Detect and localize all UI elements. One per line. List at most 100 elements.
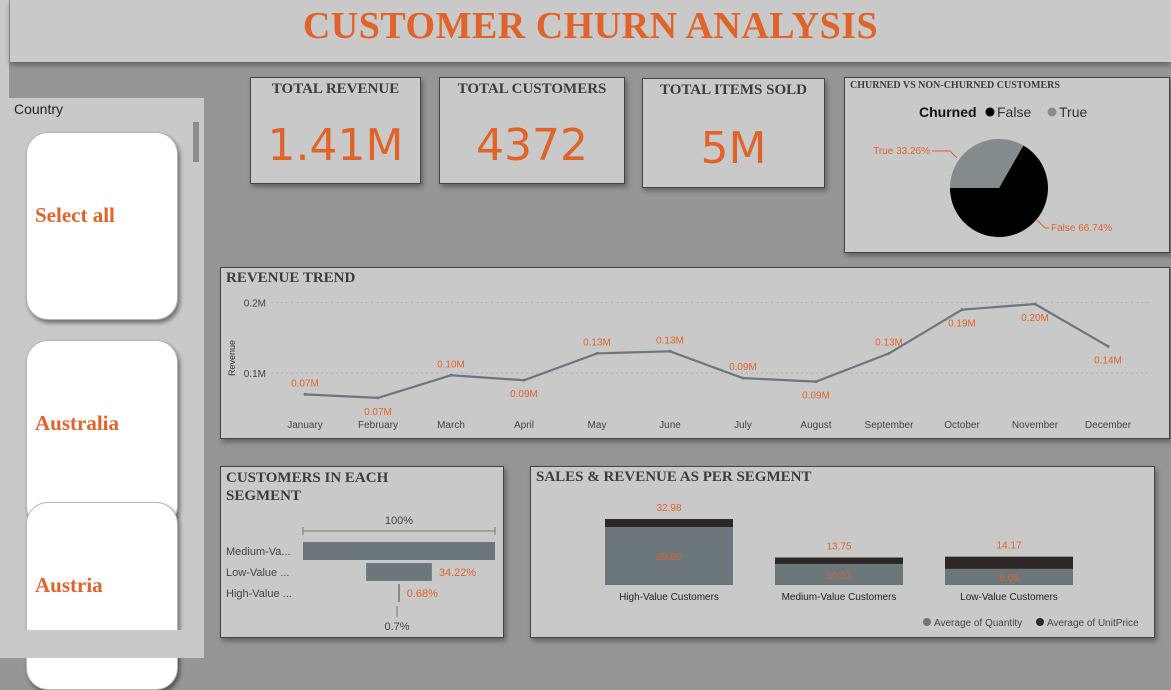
line-point: [449, 373, 453, 377]
slicer-label: Country: [14, 101, 64, 117]
churn-pie-panel: CHURNED VS NON-CHURNED CUSTOMERS Churned…: [844, 77, 1170, 253]
kpi-value: 4372: [476, 120, 588, 171]
sales-revenue-segment-panel: SALES & REVENUE AS PER SEGMENT 29.00 32.9…: [530, 466, 1155, 638]
x-tick-label: July: [734, 420, 752, 431]
line-point: [522, 378, 526, 382]
line-point: [668, 349, 672, 353]
legend-label: True: [1059, 104, 1087, 120]
kpi-total-items-sold: TOTAL ITEMS SOLD 5M: [642, 78, 825, 188]
x-tick-label: March: [437, 420, 465, 431]
bar-segment-quantity: [605, 527, 733, 585]
bar-segment-unitprice: [605, 519, 733, 527]
line-data-label: 0.20M: [1021, 313, 1049, 324]
line-point: [814, 380, 818, 384]
funnel-bottom-label: 0.7%: [384, 621, 409, 633]
bar-total-label: 13.75: [826, 542, 851, 553]
page-header: CUSTOMER CHURN ANALYSIS: [10, 0, 1171, 62]
legend-label: Average of Quantity: [934, 618, 1022, 629]
segment-stacked-bar-chart: 29.00 32.98 High-Value Customers 10.51 13.75…: [605, 503, 1139, 629]
legend-title: Churned: [919, 104, 977, 120]
slicer-item-label: Select all: [35, 203, 115, 227]
panel-title-line: CUSTOMERS IN EACH: [226, 470, 389, 486]
panel-title: REVENUE TREND: [226, 270, 356, 286]
slicer-item-label: Austria: [35, 573, 103, 597]
x-tick-label: December: [1085, 420, 1132, 431]
pie-leader-line: [1036, 219, 1046, 229]
x-tick-label: October: [944, 420, 980, 431]
slicer-scrollbar[interactable]: [193, 122, 199, 162]
funnel-bar: [303, 542, 495, 560]
line-point: [741, 376, 745, 380]
x-category-label: Medium-Value Customers: [782, 592, 897, 603]
x-tick-label: May: [588, 420, 607, 431]
pie-data-label: True 33.26%: [873, 146, 930, 157]
line-data-label: 0.19M: [948, 319, 976, 330]
x-tick-label: June: [659, 420, 681, 431]
line-data-label: 0.09M: [510, 389, 538, 400]
line-point: [1033, 302, 1037, 306]
line-point: [376, 396, 380, 400]
pie-slice-false: [950, 145, 1048, 237]
kpi-title: TOTAL REVENUE: [271, 81, 400, 97]
line-point: [303, 392, 307, 396]
line-data-label: 0.14M: [1094, 355, 1122, 366]
line-data-label: 0.07M: [364, 407, 392, 418]
line-data-label: 0.09M: [802, 391, 830, 402]
customers-segment-panel: CUSTOMERS IN EACH SEGMENT 100% Medium-Va.…: [220, 466, 504, 638]
slicer-item-australia[interactable]: Australia: [26, 340, 178, 528]
line-point: [887, 351, 891, 355]
line-data-label: 0.13M: [583, 337, 611, 348]
legend-marker: [923, 618, 931, 626]
x-tick-label: February: [358, 420, 398, 431]
kpi-value: 5M: [700, 123, 767, 174]
legend-marker: [1036, 618, 1044, 626]
slicer-footer: [9, 630, 204, 658]
page-title: CUSTOMER CHURN ANALYSIS: [302, 5, 879, 47]
legend-label: Average of UnitPrice: [1047, 618, 1139, 629]
bar-segment-label: 8.06: [999, 573, 1019, 584]
line-point: [960, 308, 964, 312]
x-tick-label: August: [800, 420, 831, 431]
funnel-category-label: High-Value ...: [226, 588, 292, 600]
bar-segment-quantity: [945, 568, 1073, 585]
bar-segment-label: 29.00: [656, 552, 681, 563]
funnel-data-label: 34.22%: [439, 567, 477, 579]
revenue-line: [304, 302, 1109, 399]
panel-title-line: SEGMENT: [226, 488, 302, 504]
line-data-label: 0.09M: [729, 362, 757, 373]
x-category-label: High-Value Customers: [619, 592, 719, 603]
slicer-item-label: Australia: [35, 411, 119, 435]
funnel-bar: [366, 563, 432, 581]
funnel-category-label: Low-Value ...: [226, 567, 289, 579]
line-data-label: 0.13M: [875, 337, 903, 348]
slicer-item-austria[interactable]: Austria: [26, 502, 178, 690]
legend-marker: [1047, 107, 1057, 117]
kpi-title: TOTAL CUSTOMERS: [457, 81, 607, 97]
y-tick-label: 0.2M: [244, 299, 266, 310]
revenue-trend-panel: REVENUE TREND 0.1M 0.2M Revenue 0.07M Januar…: [220, 267, 1170, 439]
pie-slice-true: [950, 139, 1024, 188]
y-axis-label: Revenue: [227, 340, 237, 376]
funnel-bar: [398, 584, 400, 602]
legend-marker: [985, 107, 995, 117]
line-data-label: 0.07M: [291, 378, 319, 389]
country-slicer: Country Select all Australia Austria: [9, 98, 204, 690]
y-tick-label: 0.1M: [244, 369, 266, 380]
panel-title: CHURNED VS NON-CHURNED CUSTOMERS: [850, 80, 1060, 91]
funnel-top-label: 100%: [385, 515, 413, 527]
line-data-label: 0.10M: [437, 359, 465, 370]
legend-label: False: [997, 104, 1031, 120]
segment-funnel-chart: 100% Medium-Va... Low-Value ... 34.22% High-…: [226, 515, 496, 633]
revenue-trend-chart: 0.1M 0.2M Revenue 0.07M January 0.07M February…: [227, 299, 1151, 431]
x-tick-label: April: [514, 420, 534, 431]
kpi-total-customers: TOTAL CUSTOMERS 4372: [439, 77, 625, 184]
bar-segment-unitprice: [775, 557, 903, 564]
slicer-item-select-all[interactable]: Select all: [26, 132, 178, 320]
kpi-total-revenue: TOTAL REVENUE 1.41M: [250, 77, 421, 184]
kpi-title: TOTAL ITEMS SOLD: [660, 82, 807, 98]
bar-total-label: 14.17: [996, 541, 1021, 552]
x-tick-label: September: [865, 420, 915, 431]
line-point: [595, 351, 599, 355]
x-category-label: Low-Value Customers: [960, 592, 1058, 603]
line-data-label: 0.13M: [656, 335, 684, 346]
